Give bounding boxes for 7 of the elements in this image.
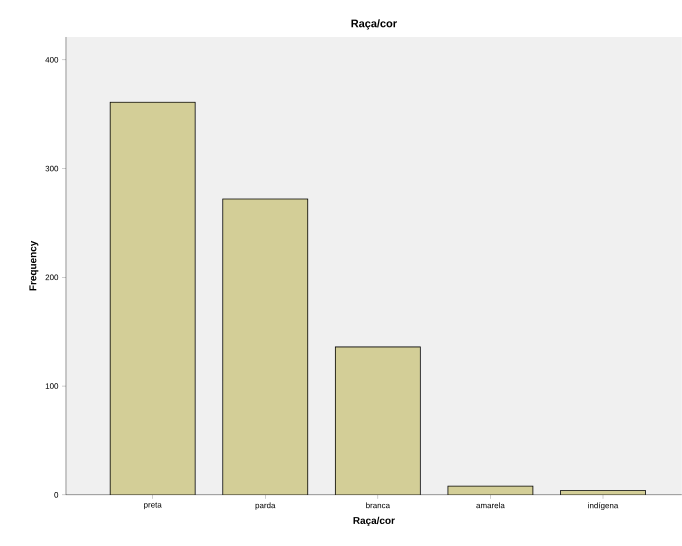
bar [334,346,421,495]
bar [110,102,196,495]
y-axis-title: Frequency [29,240,38,290]
x-axis-title: Raça/cor [354,516,395,526]
bar [448,486,533,495]
bar [222,198,308,495]
chart-title: Raça/cor [351,19,397,30]
